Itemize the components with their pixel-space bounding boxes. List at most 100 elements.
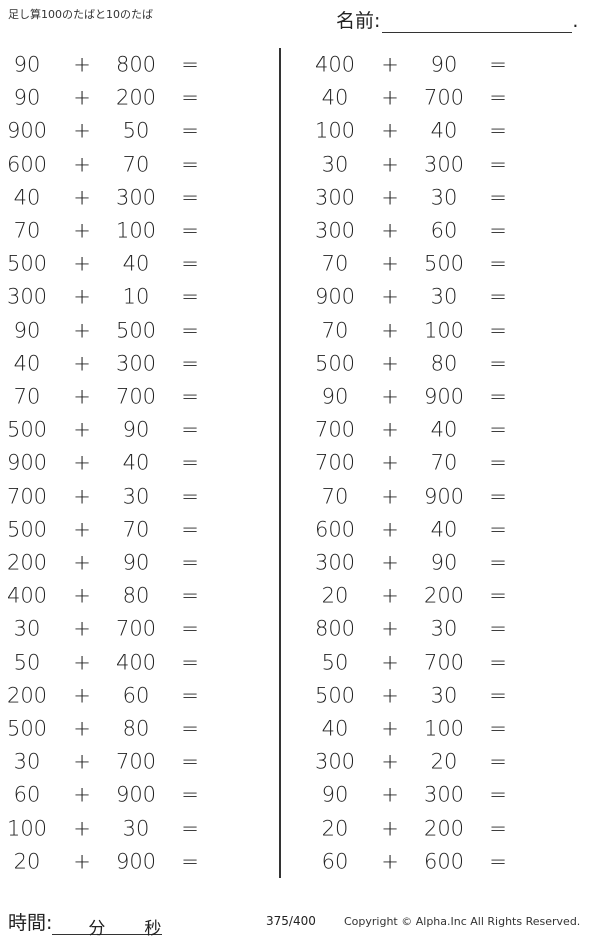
addend-a: 500	[6, 417, 48, 442]
addend-a: 90	[321, 384, 349, 409]
addend-a: 100	[314, 118, 356, 143]
addend-b: 80	[430, 351, 458, 376]
addend-a: 700	[314, 417, 356, 442]
plus-sign: +	[73, 782, 91, 807]
addend-b: 60	[122, 683, 150, 708]
equals-sign: =	[181, 284, 199, 309]
addend-b: 200	[423, 583, 465, 608]
addend-b: 30	[122, 484, 150, 509]
plus-sign: +	[381, 484, 399, 509]
plus-sign: +	[73, 517, 91, 542]
equals-sign: =	[181, 782, 199, 807]
addend-a: 50	[321, 650, 349, 675]
equals-sign: =	[181, 218, 199, 243]
addend-b: 100	[115, 218, 157, 243]
addend-b: 90	[122, 417, 150, 442]
plus-sign: +	[381, 650, 399, 675]
plus-sign: +	[73, 318, 91, 343]
plus-sign: +	[73, 384, 91, 409]
addend-b: 40	[430, 517, 458, 542]
copyright: Copyright © Alpha.Inc All Rights Reserve…	[344, 915, 581, 928]
equals-sign: =	[489, 484, 507, 509]
addend-a: 600	[6, 152, 48, 177]
plus-sign: +	[73, 218, 91, 243]
addend-a: 50	[13, 650, 41, 675]
addend-b: 10	[122, 284, 150, 309]
addend-a: 30	[13, 749, 41, 774]
equals-sign: =	[489, 749, 507, 774]
addend-a: 70	[13, 384, 41, 409]
equals-sign: =	[181, 616, 199, 641]
time-line[interactable]: 分秒	[52, 914, 163, 939]
addend-b: 300	[115, 185, 157, 210]
addend-b: 30	[430, 284, 458, 309]
plus-sign: +	[381, 450, 399, 475]
plus-sign: +	[73, 251, 91, 276]
plus-sign: +	[381, 849, 399, 874]
equals-sign: =	[489, 251, 507, 276]
equals-sign: =	[489, 52, 507, 77]
addend-b: 30	[430, 185, 458, 210]
time-label: 時間:	[8, 912, 53, 934]
addend-b: 60	[430, 218, 458, 243]
equals-sign: =	[181, 384, 199, 409]
equals-sign: =	[489, 284, 507, 309]
plus-sign: +	[73, 616, 91, 641]
addend-a: 900	[6, 118, 48, 143]
addend-b: 90	[122, 550, 150, 575]
plus-sign: +	[381, 318, 399, 343]
addend-a: 20	[13, 849, 41, 874]
equals-sign: =	[489, 152, 507, 177]
name-line[interactable]	[382, 14, 573, 33]
addend-a: 30	[13, 616, 41, 641]
plus-sign: +	[73, 716, 91, 741]
plus-sign: +	[73, 849, 91, 874]
plus-sign: +	[381, 152, 399, 177]
plus-sign: +	[73, 152, 91, 177]
equals-sign: =	[181, 351, 199, 376]
addend-b: 40	[122, 450, 150, 475]
addend-a: 600	[314, 517, 356, 542]
addend-b: 700	[423, 85, 465, 110]
equals-sign: =	[181, 816, 199, 841]
plus-sign: +	[73, 749, 91, 774]
addend-b: 50	[122, 118, 150, 143]
equals-sign: =	[181, 716, 199, 741]
addend-b: 900	[115, 782, 157, 807]
plus-sign: +	[381, 52, 399, 77]
column-divider	[279, 48, 281, 878]
equals-sign: =	[489, 782, 507, 807]
equals-sign: =	[489, 583, 507, 608]
seconds-label: 秒	[144, 919, 162, 939]
equals-sign: =	[489, 517, 507, 542]
equals-sign: =	[489, 118, 507, 143]
plus-sign: +	[73, 118, 91, 143]
addend-a: 30	[321, 152, 349, 177]
equals-sign: =	[181, 417, 199, 442]
addend-a: 70	[321, 484, 349, 509]
plus-sign: +	[73, 284, 91, 309]
addend-a: 900	[6, 450, 48, 475]
addend-b: 100	[423, 318, 465, 343]
equals-sign: =	[181, 450, 199, 475]
plus-sign: +	[381, 782, 399, 807]
addend-b: 300	[423, 152, 465, 177]
plus-sign: +	[73, 450, 91, 475]
addend-a: 800	[314, 616, 356, 641]
plus-sign: +	[381, 550, 399, 575]
equals-sign: =	[489, 384, 507, 409]
addend-b: 90	[430, 550, 458, 575]
addend-b: 100	[423, 716, 465, 741]
plus-sign: +	[73, 683, 91, 708]
equals-sign: =	[181, 185, 199, 210]
page-number: 375/400	[266, 914, 316, 928]
addend-b: 400	[115, 650, 157, 675]
addend-b: 900	[115, 849, 157, 874]
addend-a: 500	[314, 683, 356, 708]
equals-sign: =	[181, 118, 199, 143]
plus-sign: +	[381, 118, 399, 143]
plus-sign: +	[73, 650, 91, 675]
addend-b: 90	[430, 52, 458, 77]
time-field: 時間: 分秒	[8, 908, 163, 939]
addend-a: 300	[314, 185, 356, 210]
